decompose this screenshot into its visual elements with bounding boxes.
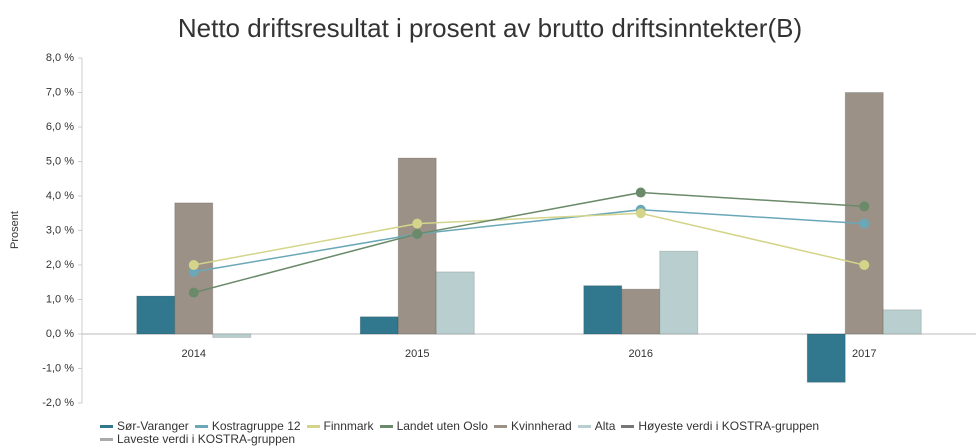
bar xyxy=(136,295,176,335)
legend-label: Kostragruppe 12 xyxy=(211,419,301,433)
x-tick-label: 2014 xyxy=(182,348,206,360)
y-tick-label: 4,0 % xyxy=(46,190,74,202)
line-point xyxy=(859,201,870,212)
y-axis-label: Prosent xyxy=(9,211,21,249)
line-point xyxy=(188,260,199,270)
y-tick-label: 8,0 % xyxy=(46,52,74,64)
line xyxy=(193,212,865,266)
bar xyxy=(882,309,922,335)
line-point xyxy=(188,266,199,277)
y-tick-label: 6,0 % xyxy=(46,121,74,133)
bar xyxy=(359,316,399,335)
legend-item[interactable]: Høyeste verdi i KOSTRA-gruppen xyxy=(621,420,819,433)
y-tick-label: 5,0 % xyxy=(46,155,74,167)
legend-label: Alta xyxy=(594,419,616,433)
bar xyxy=(583,285,623,335)
line xyxy=(193,191,865,294)
legend-symbol xyxy=(577,425,591,428)
bar xyxy=(397,157,437,335)
legend-symbol xyxy=(100,425,113,428)
x-tick-label: 2015 xyxy=(405,348,429,360)
legend-item[interactable]: Landet uten Oslo xyxy=(379,419,488,433)
y-tick-label: 1,0 % xyxy=(46,293,74,305)
y-tick-label: -1,0 % xyxy=(42,362,74,374)
line xyxy=(193,209,865,273)
chart: Netto driftsresultat i prosent av brutto… xyxy=(9,13,976,409)
y-tick-label: 2,0 % xyxy=(46,259,74,271)
legend-label: Høyeste verdi i KOSTRA-gruppen xyxy=(638,419,820,433)
y-tick-label: 7,0 % xyxy=(46,86,74,98)
legend-symbol xyxy=(306,425,320,428)
legend-symbol xyxy=(100,438,113,441)
bar xyxy=(435,271,475,335)
legend-item[interactable]: Laveste verdi i KOSTRA-gruppen xyxy=(100,433,295,446)
line-point xyxy=(635,187,646,198)
legend-label: Sør-Varanger xyxy=(117,419,189,433)
bar xyxy=(621,288,661,335)
legend-symbol xyxy=(621,425,635,428)
legend-item[interactable]: Sør-Varanger xyxy=(100,420,189,433)
line-point xyxy=(635,208,646,219)
bar xyxy=(844,92,884,335)
legend-item[interactable]: Kvinnherad xyxy=(493,419,572,433)
line-point xyxy=(859,218,870,229)
bar xyxy=(659,250,699,335)
legend-symbol xyxy=(194,425,208,428)
legend-label: Kvinnherad xyxy=(510,419,572,433)
line-point xyxy=(412,228,423,239)
legend-item[interactable]: Alta xyxy=(577,419,616,433)
bar xyxy=(806,333,846,383)
line-point xyxy=(859,260,870,270)
legend-item[interactable]: Kostragruppe 12 xyxy=(194,419,301,433)
line-point xyxy=(188,287,199,298)
legend: Sør-Varanger Kostragruppe 12 Finnmark Lande… xyxy=(100,420,920,446)
legend-label: Laveste verdi i KOSTRA-gruppen xyxy=(117,432,296,446)
chart-title: Netto driftsresultat i prosent av brutto… xyxy=(178,13,802,43)
legend-symbol xyxy=(493,425,507,428)
line-point xyxy=(412,218,423,229)
legend-label: Finnmark xyxy=(323,419,374,433)
y-tick-label: 0,0 % xyxy=(46,328,74,340)
legend-item[interactable]: Finnmark xyxy=(306,419,374,433)
y-tick-label: -2,0 % xyxy=(42,397,74,409)
x-tick-label: 2016 xyxy=(629,348,653,360)
legend-label: Landet uten Oslo xyxy=(396,419,488,433)
legend-symbol xyxy=(379,425,393,428)
y-tick-label: 3,0 % xyxy=(46,224,74,236)
x-tick-label: 2017 xyxy=(852,348,876,360)
bar xyxy=(212,333,252,338)
